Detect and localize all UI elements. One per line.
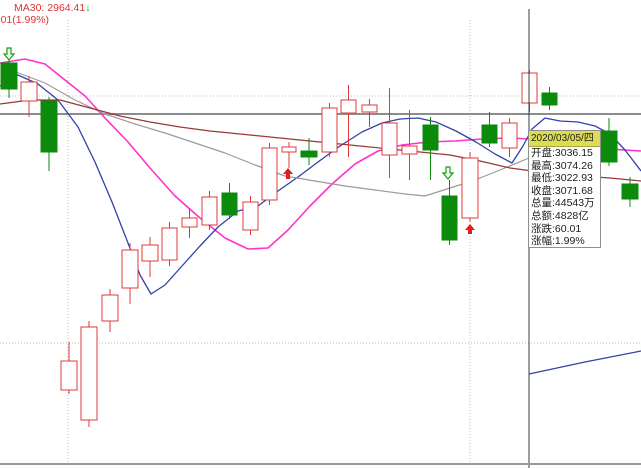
candle-info-tooltip: 2020/03/05/四 开盘:3036.15 最高:3074.26 最低:3022… <box>528 130 601 248</box>
candle-body-down <box>600 130 618 163</box>
tooltip-row: 涨跌:60.01 <box>531 222 582 235</box>
candle-body-up <box>321 107 338 153</box>
buy-up-arrow-icon <box>283 168 293 179</box>
candle-body-up <box>181 217 198 228</box>
candle-body-up <box>80 326 98 421</box>
price-change-label: 60.01(1.99%) <box>0 14 50 26</box>
candle-body-down <box>481 124 498 144</box>
tooltip-row: 涨幅:1.99% <box>531 235 585 248</box>
ma30-value-label: MA30: 2964.41↓ <box>14 3 90 14</box>
tooltip-rows: 开盘:3036.15 最高:3074.26 最低:3022.93 收盘:3071.68… <box>529 147 600 248</box>
tooltip-row: 总量:44543万 <box>531 197 595 210</box>
candle-body-up <box>121 249 139 289</box>
sell-down-arrow-icon <box>2 47 16 61</box>
tooltip-row: 开盘:3036.15 <box>531 147 593 159</box>
candle-body-down <box>441 195 458 241</box>
candle-body-up <box>401 145 418 155</box>
candle-body-up <box>340 99 357 114</box>
candle-body-up <box>242 201 259 231</box>
tooltip-row: 收盘:3071.68 <box>531 184 593 197</box>
down-trend-arrow-icon: ↓ <box>85 2 91 14</box>
candle-body-up <box>281 146 297 153</box>
tooltip-row: 总额:4828亿 <box>531 209 589 222</box>
candle-body-up <box>20 81 38 102</box>
candle-body-down <box>40 100 58 153</box>
candle-body-up <box>261 147 278 201</box>
candle-body-up <box>381 122 398 156</box>
tooltip-row: 最低:3022.93 <box>531 172 593 185</box>
candle-body-down <box>541 92 558 106</box>
candle-body-down <box>422 124 439 151</box>
candle-body-up <box>60 360 78 391</box>
ma-blue-lower <box>528 350 641 375</box>
buy-up-arrow-icon <box>465 224 475 234</box>
candle-body-up <box>141 244 159 262</box>
candle-body-up <box>461 157 479 219</box>
candle-body-down <box>0 62 18 90</box>
candle-body-up <box>201 196 218 226</box>
candle-body-up <box>101 294 119 322</box>
candle-body-down <box>300 150 318 158</box>
ma30-text: MA30: 2964.41 <box>14 2 86 14</box>
candle-body-up <box>161 227 178 261</box>
tooltip-date-header: 2020/03/05/四 <box>529 131 600 147</box>
candle-body-down <box>621 183 639 200</box>
candle-body-up <box>361 104 378 113</box>
sell-down-arrow-icon <box>441 166 455 180</box>
tooltip-row: 最高:3074.26 <box>531 159 593 172</box>
candle-body-up <box>501 122 518 149</box>
ma-darkred <box>0 99 641 182</box>
candle-body-down <box>221 192 238 216</box>
ma-magenta <box>0 58 641 250</box>
